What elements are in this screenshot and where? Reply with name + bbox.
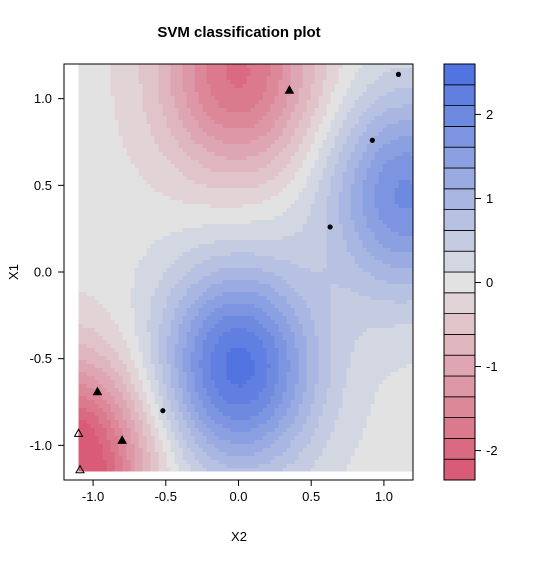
colorbar-tick-label: 0 — [486, 275, 493, 290]
x-tick-label: 1.0 — [375, 489, 393, 504]
colorbar-level — [443, 458, 476, 481]
colorbar-level — [443, 417, 476, 439]
x-tick-label: -0.5 — [155, 489, 177, 504]
x-tick-label: 0.0 — [229, 489, 247, 504]
colorbar-tick-label: 2 — [486, 107, 493, 122]
y-tick-label: 0.0 — [34, 265, 52, 280]
colorbar-level — [443, 188, 476, 211]
colorbar-level — [443, 437, 476, 460]
colorbar-level — [443, 250, 476, 273]
colorbar: -2 -1 0 1 2 — [443, 63, 498, 481]
point-open-triangle — [73, 428, 84, 437]
y-axis: -1.0 -0.5 0.0 0.5 1.0 — [30, 91, 65, 453]
point-triangle — [284, 84, 295, 94]
colorbar-level — [443, 292, 476, 314]
colorbar-level — [443, 84, 476, 107]
colorbar-level — [443, 146, 476, 169]
colorbar-level — [443, 63, 476, 86]
point-circle — [160, 408, 166, 414]
y-tick-label: 0.5 — [34, 178, 52, 193]
colorbar-tick-label: -1 — [486, 359, 498, 374]
point-circle — [369, 137, 375, 143]
x-axis-label: X2 — [231, 529, 247, 544]
y-axis-label: X1 — [6, 264, 21, 280]
colorbar-level — [443, 354, 476, 377]
colorbar-tick-label: -2 — [486, 443, 498, 458]
y-tick-label: -1.0 — [30, 438, 52, 453]
colorbar-tick-label: 1 — [486, 191, 493, 206]
colorbar-level — [443, 375, 476, 398]
y-tick-label: -0.5 — [30, 351, 52, 366]
colorbar-level — [443, 229, 476, 252]
decision-surface — [78, 64, 414, 472]
point-open-triangle — [75, 464, 85, 474]
x-tick-label: 0.5 — [302, 489, 320, 504]
data-points — [73, 71, 402, 474]
colorbar-level — [443, 167, 476, 190]
chart-title: SVM classification plot — [157, 24, 320, 41]
point-circle — [327, 224, 333, 230]
point-circle — [395, 71, 402, 77]
colorbar-level — [443, 209, 476, 231]
x-axis: -1.0 -0.5 0.0 0.5 1.0 — [82, 479, 393, 504]
x-tick-label: -1.0 — [82, 489, 104, 504]
y-tick-label: 1.0 — [34, 91, 52, 106]
colorbar-level — [443, 105, 476, 127]
colorbar-level — [443, 271, 476, 294]
colorbar-level — [443, 333, 476, 356]
point-triangle — [117, 435, 128, 444]
colorbar-level — [443, 396, 476, 418]
colorbar-level — [443, 313, 476, 335]
point-triangle — [92, 386, 103, 396]
colorbar-level — [443, 126, 476, 148]
